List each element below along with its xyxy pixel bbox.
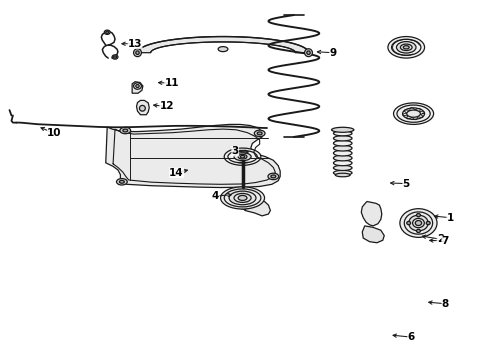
Polygon shape bbox=[106, 125, 280, 188]
Polygon shape bbox=[137, 100, 149, 115]
Ellipse shape bbox=[120, 180, 124, 183]
Ellipse shape bbox=[407, 221, 411, 225]
Text: 14: 14 bbox=[169, 168, 184, 178]
Ellipse shape bbox=[333, 150, 352, 156]
Ellipse shape bbox=[333, 145, 352, 151]
Ellipse shape bbox=[134, 49, 142, 57]
Ellipse shape bbox=[333, 155, 352, 161]
Text: 8: 8 bbox=[441, 299, 449, 309]
Polygon shape bbox=[361, 202, 382, 226]
Ellipse shape bbox=[120, 127, 131, 134]
Text: 6: 6 bbox=[408, 332, 415, 342]
Polygon shape bbox=[138, 37, 309, 53]
Ellipse shape bbox=[106, 31, 109, 33]
Ellipse shape bbox=[333, 160, 352, 166]
Ellipse shape bbox=[416, 213, 420, 217]
Ellipse shape bbox=[416, 229, 420, 233]
Text: 1: 1 bbox=[446, 213, 454, 222]
Text: 11: 11 bbox=[165, 78, 179, 88]
Ellipse shape bbox=[104, 30, 110, 35]
Ellipse shape bbox=[218, 46, 228, 51]
Ellipse shape bbox=[333, 140, 352, 146]
Ellipse shape bbox=[403, 46, 409, 49]
Ellipse shape bbox=[117, 179, 127, 185]
Ellipse shape bbox=[333, 131, 352, 136]
Text: 7: 7 bbox=[441, 236, 449, 246]
Ellipse shape bbox=[268, 173, 279, 180]
Ellipse shape bbox=[140, 105, 146, 111]
Ellipse shape bbox=[123, 129, 128, 132]
Text: 2: 2 bbox=[437, 234, 444, 244]
Text: 10: 10 bbox=[47, 129, 62, 138]
Ellipse shape bbox=[388, 37, 424, 58]
Polygon shape bbox=[238, 200, 270, 216]
Ellipse shape bbox=[220, 187, 265, 209]
Polygon shape bbox=[362, 226, 384, 243]
Ellipse shape bbox=[238, 195, 247, 201]
Ellipse shape bbox=[332, 127, 354, 132]
Ellipse shape bbox=[333, 136, 352, 141]
Ellipse shape bbox=[112, 55, 118, 59]
Ellipse shape bbox=[393, 103, 434, 125]
Polygon shape bbox=[132, 82, 143, 93]
Ellipse shape bbox=[403, 108, 424, 120]
Ellipse shape bbox=[114, 56, 117, 58]
Ellipse shape bbox=[409, 215, 428, 231]
Ellipse shape bbox=[254, 130, 265, 136]
Ellipse shape bbox=[136, 85, 139, 87]
Ellipse shape bbox=[400, 209, 437, 237]
Ellipse shape bbox=[224, 148, 261, 165]
Text: 4: 4 bbox=[212, 191, 220, 201]
Text: 5: 5 bbox=[403, 179, 410, 189]
Text: 3: 3 bbox=[232, 146, 239, 156]
Ellipse shape bbox=[234, 153, 251, 161]
Text: 13: 13 bbox=[128, 39, 142, 49]
Ellipse shape bbox=[335, 173, 350, 177]
Ellipse shape bbox=[257, 132, 262, 135]
Ellipse shape bbox=[426, 221, 430, 225]
Ellipse shape bbox=[241, 156, 245, 158]
Ellipse shape bbox=[271, 175, 276, 178]
Ellipse shape bbox=[333, 165, 352, 171]
Ellipse shape bbox=[229, 191, 256, 205]
Ellipse shape bbox=[305, 49, 313, 57]
Ellipse shape bbox=[416, 221, 421, 226]
Ellipse shape bbox=[136, 51, 139, 54]
Ellipse shape bbox=[307, 51, 310, 54]
Ellipse shape bbox=[396, 41, 416, 53]
Text: 12: 12 bbox=[160, 102, 174, 112]
Text: 9: 9 bbox=[329, 48, 337, 58]
Ellipse shape bbox=[333, 170, 352, 175]
